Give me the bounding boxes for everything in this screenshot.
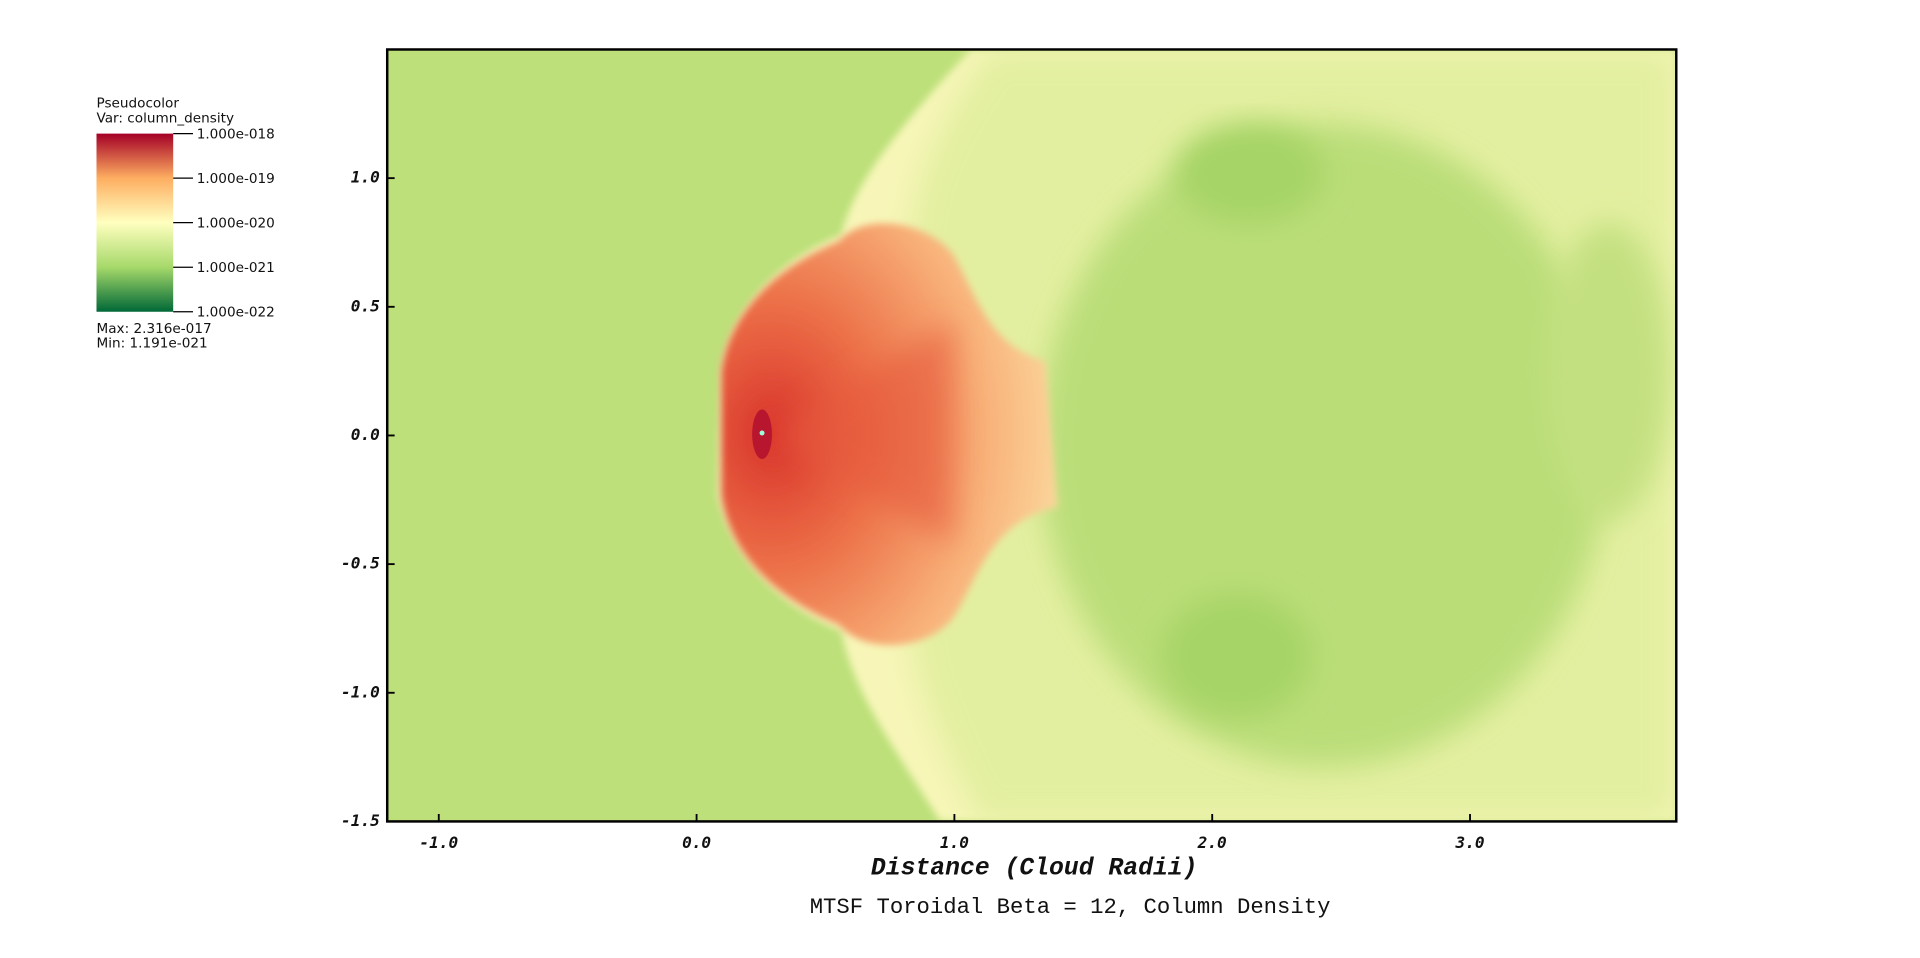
colorbar xyxy=(96,133,174,312)
x-tick-label: 2.0 xyxy=(1197,833,1227,852)
legend-title: Pseudocolor xyxy=(96,96,179,112)
y-tick-label: 1.0 xyxy=(351,168,380,187)
y-tick-label: 0.0 xyxy=(351,425,380,444)
x-tick-label: 1.0 xyxy=(940,833,969,852)
y-tick-label: -1.5 xyxy=(341,811,380,830)
colorbar-tick-label: 1.000e-021 xyxy=(197,260,275,276)
y-tick-label: 0.5 xyxy=(351,296,380,315)
colorbar-tick-label: 1.000e-018 xyxy=(197,127,275,143)
x-tick-label: 3.0 xyxy=(1454,833,1484,852)
colorbar-tick-label: 1.000e-020 xyxy=(197,216,275,232)
colorbar-tick-label: 1.000e-022 xyxy=(197,305,275,321)
y-tick-label: -1.0 xyxy=(341,682,380,701)
chart-title: MTSF Toroidal Beta = 12, Column Density xyxy=(810,894,1331,920)
legend-max: Max: 2.316e-017 xyxy=(96,321,211,337)
legend-variable: Var: column_density xyxy=(96,110,234,126)
x-axis-label: Distance (Cloud Radii) xyxy=(871,855,1198,883)
y-tick-label: -0.5 xyxy=(341,554,380,573)
legend-min: Min: 1.191e-021 xyxy=(96,336,207,352)
field xyxy=(387,49,1677,822)
x-tick-label: -1.0 xyxy=(419,833,458,852)
x-tick-label: 0.0 xyxy=(682,833,711,852)
colorbar-tick-label: 1.000e-019 xyxy=(197,171,275,187)
